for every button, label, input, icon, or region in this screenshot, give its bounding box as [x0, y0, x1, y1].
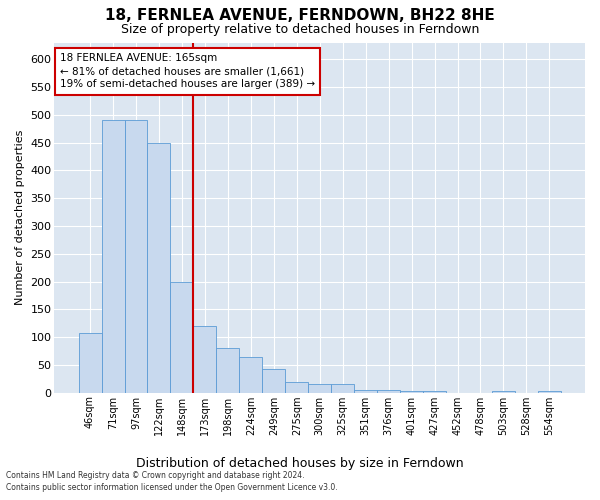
- Text: Contains HM Land Registry data © Crown copyright and database right 2024.: Contains HM Land Registry data © Crown c…: [6, 471, 305, 480]
- Bar: [308, 384, 331, 392]
- Bar: [101, 120, 125, 392]
- Text: 18, FERNLEA AVENUE, FERNDOWN, BH22 8HE: 18, FERNLEA AVENUE, FERNDOWN, BH22 8HE: [105, 8, 495, 22]
- Bar: [148, 142, 170, 392]
- Bar: [193, 326, 217, 392]
- Bar: [285, 382, 308, 392]
- Bar: [262, 370, 285, 392]
- Y-axis label: Number of detached properties: Number of detached properties: [15, 130, 25, 306]
- Text: Distribution of detached houses by size in Ferndown: Distribution of detached houses by size …: [136, 458, 464, 470]
- Bar: [538, 391, 561, 392]
- Bar: [217, 348, 239, 393]
- Bar: [377, 390, 400, 392]
- Bar: [331, 384, 354, 392]
- Text: Contains public sector information licensed under the Open Government Licence v3: Contains public sector information licen…: [6, 484, 338, 492]
- Bar: [492, 391, 515, 392]
- Bar: [239, 356, 262, 392]
- Bar: [423, 391, 446, 392]
- Bar: [125, 120, 148, 392]
- Bar: [354, 390, 377, 392]
- Bar: [400, 391, 423, 392]
- Bar: [79, 332, 101, 392]
- Text: Size of property relative to detached houses in Ferndown: Size of property relative to detached ho…: [121, 22, 479, 36]
- Text: 18 FERNLEA AVENUE: 165sqm
← 81% of detached houses are smaller (1,661)
19% of se: 18 FERNLEA AVENUE: 165sqm ← 81% of detac…: [60, 53, 315, 90]
- Bar: [170, 282, 193, 393]
